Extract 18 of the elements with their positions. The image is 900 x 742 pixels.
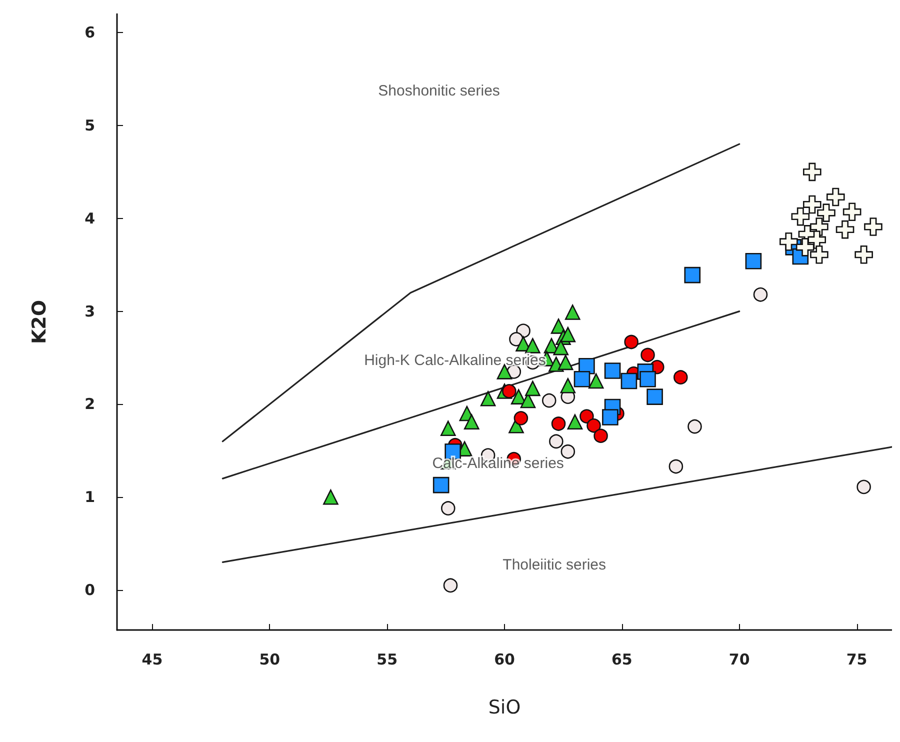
y-tick-label: 6 [84,24,95,42]
y-tick-label: 5 [84,116,95,134]
y-tick-label: 2 [84,395,95,414]
annotation: Tholeiitic series [502,556,606,574]
x-tick-label: 75 [846,650,868,668]
y-axis-title: K2O [28,300,50,344]
y-tick-label: 3 [84,302,95,320]
x-tick-label: 45 [142,650,163,668]
y-tick-label: 1 [84,488,95,506]
x-tick-label: 60 [494,650,515,668]
y-tick-label: 4 [84,209,95,228]
x-tick-label: 55 [376,650,398,668]
x-tick-label: 65 [611,650,632,668]
x-tick-label: 70 [728,650,750,668]
annotation: Shoshonitic series [378,82,500,100]
x-tick-label: 50 [259,650,280,668]
y-tick-label: 0 [84,581,95,600]
x-axis-title: SiO [488,696,521,718]
